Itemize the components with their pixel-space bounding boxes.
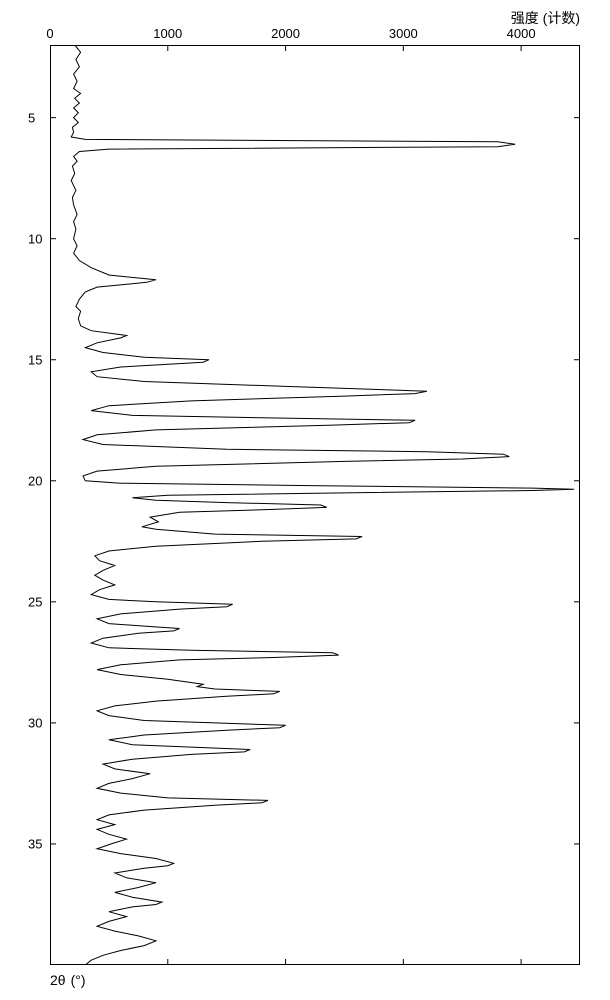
x-tick-marks	[50, 45, 521, 965]
y-tick-label: 10	[28, 231, 42, 246]
spectrum-trace	[71, 45, 574, 965]
y-axis-label-symbol: 2θ	[50, 972, 66, 988]
xrd-spectrum-plot	[50, 45, 580, 965]
x-tick-label: 3000	[389, 26, 418, 41]
y-tick-label: 25	[28, 594, 42, 609]
y-axis-label: 2θ (°)	[50, 972, 86, 988]
y-tick-label: 35	[28, 836, 42, 851]
y-tick-label: 15	[28, 352, 42, 367]
x-tick-label: 2000	[271, 26, 300, 41]
y-tick-label: 30	[28, 715, 42, 730]
xrd-chart-container: 强度 (计数) 01000200030004000 5101520253035 …	[0, 0, 610, 1000]
y-tick-marks	[50, 118, 580, 844]
x-tick-label: 1000	[153, 26, 182, 41]
x-tick-label: 4000	[507, 26, 536, 41]
y-axis-label-unit: (°)	[71, 972, 86, 988]
y-tick-label: 5	[28, 110, 35, 125]
x-tick-label: 0	[46, 26, 53, 41]
y-tick-label: 20	[28, 473, 42, 488]
x-axis-title: 强度 (计数)	[511, 8, 580, 28]
